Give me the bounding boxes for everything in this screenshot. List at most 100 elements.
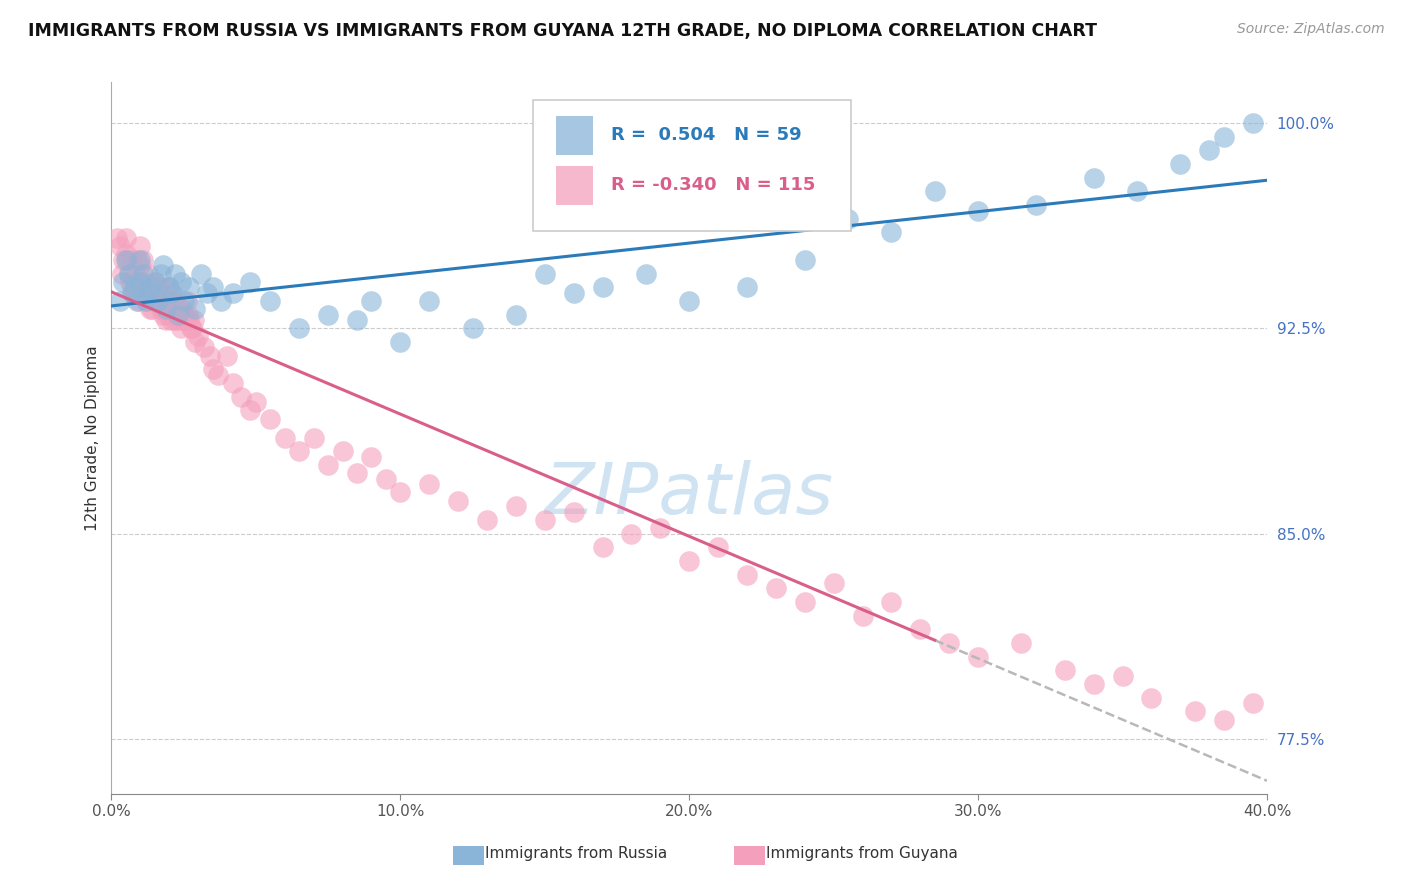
Point (176, 293, 198, 308)
Point (157, 280, 180, 294)
Point (1212, 129, 1234, 144)
Point (152, 293, 174, 308)
Bar (557, 116, 593, 155)
Point (136, 267, 159, 281)
Point (181, 321, 204, 335)
Point (735, 280, 758, 294)
Point (190, 267, 212, 281)
Point (793, 595, 815, 609)
Point (880, 226, 903, 240)
Bar (557, 166, 593, 204)
Point (707, 541, 730, 555)
Point (1170, 157, 1192, 171)
Y-axis label: 12th Grade, No Diploma: 12th Grade, No Diploma (86, 345, 100, 531)
Point (118, 267, 141, 281)
Point (143, 275, 166, 289)
Point (143, 293, 166, 308)
Point (159, 313, 181, 327)
Point (239, 275, 262, 289)
Point (346, 313, 368, 327)
Point (177, 308, 200, 322)
Point (141, 302, 163, 317)
Point (125, 280, 148, 294)
Point (160, 308, 183, 322)
Point (418, 293, 440, 308)
Point (172, 302, 194, 317)
Point (173, 313, 195, 327)
Point (179, 313, 201, 327)
Point (461, 321, 484, 335)
Point (193, 340, 215, 354)
Point (259, 411, 281, 425)
Point (389, 334, 412, 349)
Point (152, 258, 174, 272)
Point (195, 285, 218, 300)
Point (231, 390, 253, 404)
Point (910, 623, 932, 637)
Point (121, 280, 143, 294)
Point (259, 293, 281, 308)
Point (105, 231, 128, 245)
Point (131, 280, 153, 294)
Point (127, 275, 149, 289)
Point (1198, 144, 1220, 158)
Point (129, 252, 152, 267)
Point (141, 285, 163, 300)
Point (389, 485, 412, 500)
Point (938, 636, 960, 650)
Point (173, 308, 195, 322)
Point (122, 285, 145, 300)
Point (121, 252, 143, 267)
Point (288, 444, 311, 458)
Point (823, 575, 845, 590)
Point (187, 329, 209, 343)
Point (132, 267, 155, 281)
Point (167, 302, 190, 317)
Point (145, 293, 167, 308)
Point (143, 275, 166, 289)
Point (184, 302, 207, 317)
Point (1025, 198, 1047, 212)
Point (562, 285, 585, 300)
Point (149, 267, 172, 281)
Point (837, 211, 859, 226)
Point (505, 308, 527, 322)
Point (115, 247, 138, 261)
Point (634, 267, 657, 281)
Point (245, 395, 267, 409)
Point (160, 285, 183, 300)
Point (533, 267, 555, 281)
Point (180, 321, 202, 335)
Point (1126, 185, 1149, 199)
Point (108, 239, 131, 253)
Point (115, 231, 138, 245)
Point (152, 308, 174, 322)
Point (239, 403, 262, 417)
Point (129, 258, 152, 272)
Point (184, 334, 207, 349)
Point (135, 293, 157, 308)
Point (128, 293, 150, 308)
Point (1241, 116, 1264, 130)
Point (139, 302, 162, 317)
Point (124, 280, 146, 294)
Point (678, 293, 700, 308)
Point (127, 293, 149, 308)
Point (678, 554, 700, 568)
Point (157, 280, 180, 294)
Point (167, 308, 190, 322)
Point (141, 280, 163, 294)
Point (360, 450, 382, 464)
Point (222, 376, 245, 390)
Point (288, 321, 311, 335)
Point (316, 308, 339, 322)
Point (129, 239, 152, 253)
Point (117, 252, 139, 267)
Point (475, 513, 498, 527)
Point (155, 313, 177, 327)
Point (135, 293, 157, 308)
Point (207, 368, 229, 382)
Text: IMMIGRANTS FROM RUSSIA VS IMMIGRANTS FROM GUYANA 12TH GRADE, NO DIPLOMA CORRELAT: IMMIGRANTS FROM RUSSIA VS IMMIGRANTS FRO… (28, 22, 1097, 40)
Point (115, 252, 138, 267)
Point (592, 280, 614, 294)
